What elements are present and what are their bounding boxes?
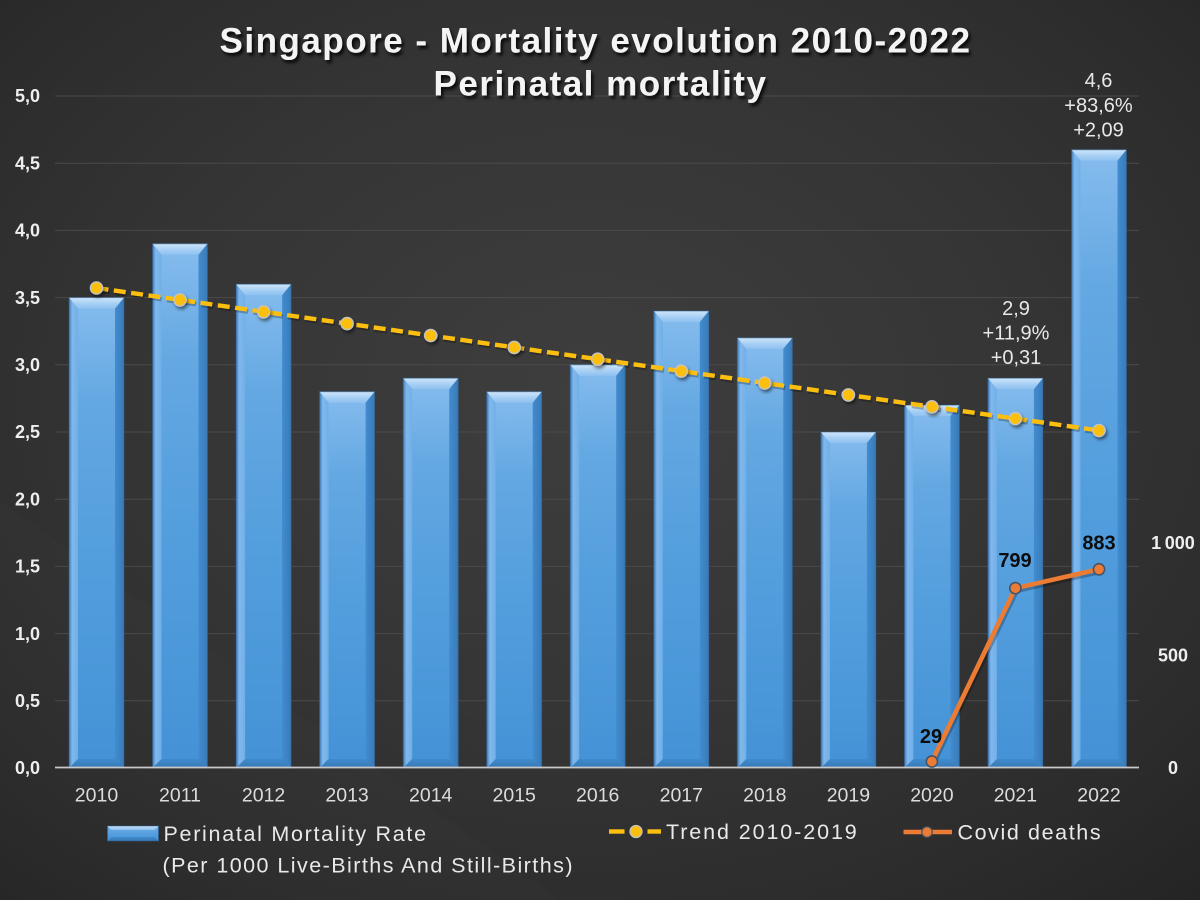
svg-text:29: 29 bbox=[920, 726, 942, 748]
svg-text:5,0: 5,0 bbox=[15, 86, 40, 106]
svg-text:500: 500 bbox=[1158, 646, 1188, 666]
svg-text:2012: 2012 bbox=[242, 785, 285, 807]
svg-text:Perinatal mortality: Perinatal mortality bbox=[434, 65, 768, 104]
svg-text:2018: 2018 bbox=[743, 785, 786, 807]
svg-text:799: 799 bbox=[998, 550, 1031, 572]
svg-text:Singapore - Mortality evolutio: Singapore - Mortality evolution 2010-202… bbox=[220, 22, 972, 61]
svg-text:+11,9%: +11,9% bbox=[983, 323, 1050, 345]
svg-text:2020: 2020 bbox=[910, 785, 954, 807]
svg-text:1,0: 1,0 bbox=[15, 624, 40, 644]
svg-text:Trend 2010-2019: Trend 2010-2019 bbox=[666, 820, 859, 844]
svg-text:+0,31: +0,31 bbox=[991, 347, 1042, 369]
svg-text:2017: 2017 bbox=[660, 785, 703, 807]
svg-text:(Per 1000 Live-Births And Stil: (Per 1000 Live-Births And Still-Births) bbox=[163, 854, 574, 878]
svg-text:2,5: 2,5 bbox=[15, 422, 40, 442]
svg-text:Perinatal Mortality Rate: Perinatal Mortality Rate bbox=[164, 822, 428, 846]
svg-text:2011: 2011 bbox=[159, 785, 201, 807]
svg-text:0: 0 bbox=[1168, 758, 1178, 778]
svg-text:2013: 2013 bbox=[325, 785, 368, 807]
svg-text:2016: 2016 bbox=[576, 785, 619, 807]
svg-text:0,5: 0,5 bbox=[15, 691, 40, 711]
svg-text:2019: 2019 bbox=[827, 785, 870, 807]
svg-text:2022: 2022 bbox=[1077, 785, 1120, 807]
svg-text:3,0: 3,0 bbox=[15, 355, 40, 375]
svg-text:4,5: 4,5 bbox=[15, 153, 40, 173]
svg-text:883: 883 bbox=[1082, 533, 1115, 555]
svg-text:1 000: 1 000 bbox=[1151, 533, 1195, 553]
svg-text:2,0: 2,0 bbox=[15, 489, 40, 509]
svg-text:1,5: 1,5 bbox=[15, 557, 40, 577]
svg-text:+2,09: +2,09 bbox=[1073, 120, 1124, 142]
svg-text:2010: 2010 bbox=[75, 785, 119, 807]
svg-text:3,5: 3,5 bbox=[15, 288, 40, 308]
svg-text:+83,6%: +83,6% bbox=[1064, 95, 1133, 117]
svg-text:4,0: 4,0 bbox=[15, 221, 40, 241]
svg-text:Covid deaths: Covid deaths bbox=[958, 821, 1103, 845]
svg-text:2,9: 2,9 bbox=[1002, 298, 1030, 320]
svg-text:2021: 2021 bbox=[994, 785, 1037, 807]
svg-text:2015: 2015 bbox=[493, 785, 537, 807]
svg-text:0,0: 0,0 bbox=[15, 758, 40, 778]
svg-text:4,6: 4,6 bbox=[1085, 70, 1113, 92]
svg-text:2014: 2014 bbox=[409, 785, 453, 807]
